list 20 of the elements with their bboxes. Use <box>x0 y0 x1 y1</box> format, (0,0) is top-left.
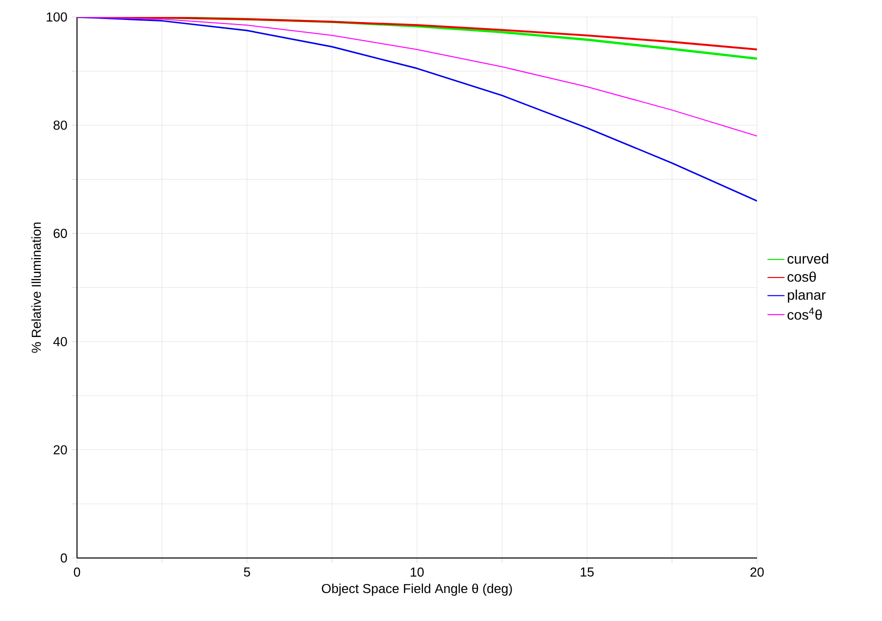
y-tick-label: 100 <box>46 12 67 22</box>
y-axis-title: % Relative Illumination <box>31 222 41 353</box>
x-tick-label: 0 <box>74 568 80 577</box>
legend-label: cos$^{4}$θ <box>788 308 822 320</box>
y-tick-label: 80 <box>54 120 67 130</box>
x-tick-label: 10 <box>410 568 424 577</box>
line-series <box>77 16 758 202</box>
x-tick-label: 5 <box>244 568 250 577</box>
x-tick-label: 15 <box>580 568 594 577</box>
legend-label: cosθ <box>788 272 816 282</box>
y-tick-label: 40 <box>53 336 67 346</box>
x-axis-title: Object Space Field Angle θ (deg) <box>322 584 512 596</box>
line-series <box>77 16 758 50</box>
legend-label: planar <box>788 290 826 303</box>
legend-label: curved <box>788 253 828 264</box>
y-tick-label: 60 <box>54 228 67 238</box>
line-series <box>77 16 758 137</box>
y-tick-label: 20 <box>54 445 67 454</box>
y-tick-label: 0 <box>60 553 67 563</box>
x-tick-label: 20 <box>750 568 764 577</box>
